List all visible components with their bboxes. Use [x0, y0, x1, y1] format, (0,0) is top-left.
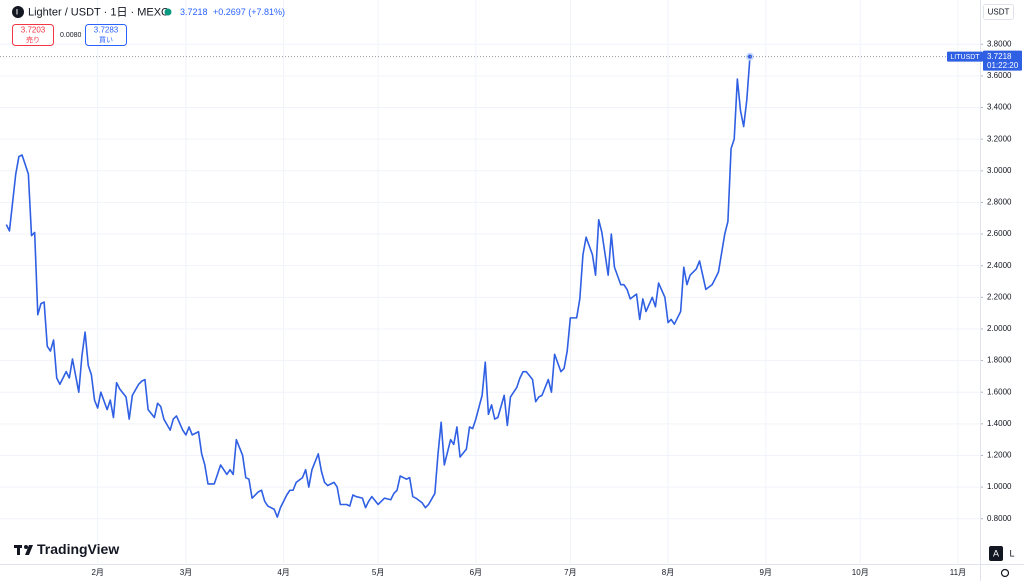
price-tag [983, 50, 1022, 71]
logo-shape [24, 545, 28, 549]
price-tag-label: 3.7218 [987, 52, 1012, 61]
x-tick-label: 10月 [852, 568, 869, 577]
buy-button[interactable] [85, 24, 127, 46]
currency[interactable]: USDT [988, 8, 1010, 17]
x-tick-label: 3月 [180, 568, 192, 577]
symbol-logo [12, 6, 24, 18]
y-tick-label: 1.8000 [987, 356, 1012, 365]
logo-shape [17, 545, 20, 555]
x-tick-label: 9月 [759, 568, 771, 577]
buy-price[interactable]: 3.7283 [94, 26, 119, 35]
buy-label[interactable]: 買い [99, 36, 113, 44]
logo-glyph: l [16, 9, 18, 16]
symbol-tag-label: LITUSDT [950, 54, 980, 61]
y-tick-label: 1.6000 [987, 387, 1012, 396]
log-scale-label[interactable]: L [1009, 548, 1014, 558]
x-tick-label: 7月 [564, 568, 576, 577]
market-status [164, 8, 172, 16]
symbol-tag [947, 51, 983, 62]
x-tick-label: 4月 [277, 568, 289, 577]
currency-button[interactable] [983, 4, 1014, 20]
y-tick-label: 3.8000 [987, 39, 1012, 48]
auto-scale-button[interactable] [989, 546, 1003, 561]
symbol-title[interactable]: Lighter / USDT · 1日 · MEXC [28, 6, 169, 18]
y-tick-label: 3.2000 [987, 134, 1012, 143]
auto-scale-label[interactable]: A [993, 548, 999, 558]
settings-icon[interactable] [1000, 568, 1010, 578]
x-tick-label: 11月 [950, 568, 966, 577]
y-tick-label: 0.8000 [987, 514, 1012, 523]
plot [0, 52, 980, 518]
sell-price[interactable]: 3.7203 [21, 26, 46, 35]
sell-label[interactable]: 売り [26, 35, 40, 44]
y-tick-label: 3.0000 [987, 166, 1012, 175]
y-tick-label: 2.8000 [987, 198, 1012, 207]
brand-name: TradingView [37, 541, 119, 557]
y-tick-label: 2.4000 [987, 261, 1012, 270]
y-tick-label: 1.0000 [987, 482, 1012, 491]
x-tick-label: 5月 [372, 568, 384, 577]
x-tick-label: 6月 [470, 568, 482, 577]
y-tick-label: 3.6000 [987, 71, 1012, 80]
header-change: +0.2697 (+7.81%) [213, 7, 285, 17]
x-tick-label: 2月 [91, 568, 103, 577]
price-line [5, 56, 751, 518]
last-point [745, 52, 754, 61]
x-tick-label: 8月 [662, 568, 674, 577]
logo-shape [25, 545, 33, 555]
y-tick-label: 2.2000 [987, 292, 1012, 301]
y-tick-label: 2.6000 [987, 229, 1012, 238]
y-tick-label: 3.4000 [987, 103, 1012, 112]
brand-logo [14, 545, 33, 555]
y-tick-label: 1.2000 [987, 451, 1012, 460]
countdown-label: 01:22:20 [987, 61, 1019, 70]
y-tick-label: 1.4000 [987, 419, 1012, 428]
sell-button[interactable] [12, 24, 54, 46]
spread: 0.0080 [60, 32, 82, 39]
y-tick-label: 2.0000 [987, 324, 1012, 333]
header-price: 3.7218 [180, 7, 208, 17]
